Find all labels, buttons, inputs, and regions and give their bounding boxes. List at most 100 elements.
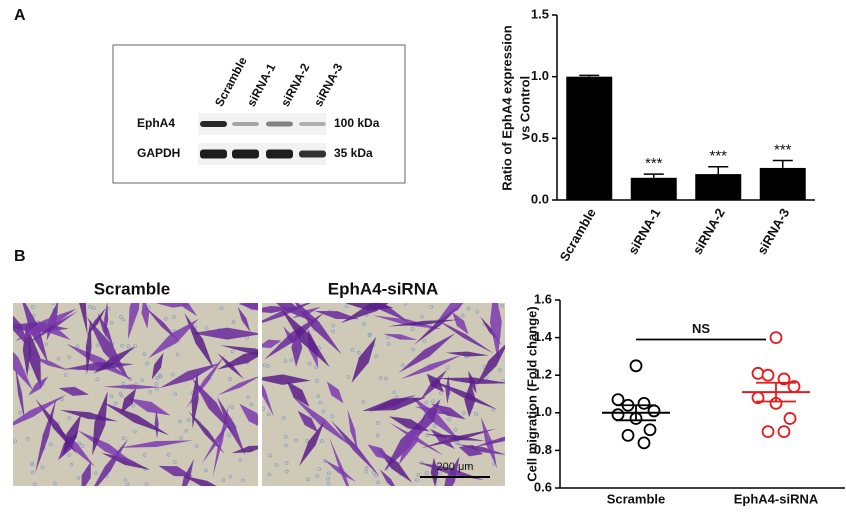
pore [422, 339, 427, 343]
cell [388, 416, 430, 432]
pore [375, 433, 380, 438]
cell [151, 352, 164, 380]
y-tick-label: 0.8 [534, 442, 552, 457]
pore [67, 416, 72, 420]
sem-bar [616, 404, 656, 422]
point [637, 396, 651, 410]
cell [264, 312, 325, 360]
pore [368, 332, 373, 337]
cell [86, 308, 106, 337]
cell [458, 444, 484, 457]
pore [438, 471, 443, 476]
band [299, 150, 326, 158]
pore [75, 344, 80, 349]
cell [118, 440, 193, 448]
pore [266, 412, 271, 417]
cell [262, 339, 282, 348]
blot-strip [198, 143, 326, 165]
cell [35, 398, 77, 454]
band [266, 149, 293, 159]
pore [120, 343, 125, 348]
point [769, 331, 783, 345]
band [200, 121, 227, 127]
cell [430, 403, 467, 420]
y-axis-label: Cell migration (Fold change) [524, 306, 539, 482]
pore [140, 378, 145, 383]
point [761, 425, 775, 439]
pore [453, 427, 458, 432]
pore [385, 335, 390, 340]
point [647, 404, 661, 418]
pore [92, 306, 96, 310]
cell [262, 374, 311, 385]
pore [374, 354, 379, 359]
cell [445, 375, 451, 405]
cell [292, 396, 353, 448]
cell [382, 333, 418, 341]
cell [156, 303, 191, 308]
image-title: Scramble [94, 279, 171, 298]
cell [238, 303, 258, 311]
cell [437, 303, 464, 322]
pore [392, 390, 397, 395]
cell [330, 420, 380, 477]
pore [241, 478, 245, 483]
pore [344, 304, 349, 309]
pore [416, 472, 421, 477]
cell [239, 403, 258, 426]
pore [179, 436, 183, 440]
pore [356, 350, 361, 355]
pore [118, 391, 123, 396]
pore [203, 468, 208, 473]
pore [67, 453, 72, 457]
pore [315, 474, 320, 478]
cell [262, 383, 274, 417]
point [643, 423, 657, 437]
pore [429, 305, 434, 309]
pore [228, 474, 233, 479]
y-tick-label: 0.6 [534, 479, 552, 494]
sem-bar [756, 381, 796, 403]
cell [464, 381, 476, 418]
y-tick-label: 0.0 [531, 191, 549, 206]
cell [417, 399, 441, 437]
pore [195, 444, 199, 449]
pore [13, 439, 17, 444]
pore [30, 470, 35, 475]
panel-label: B [14, 248, 26, 265]
pore [317, 467, 322, 472]
cells [13, 303, 258, 486]
pore [284, 443, 288, 448]
pore [18, 410, 23, 415]
cell [79, 303, 88, 335]
bar [759, 167, 806, 200]
pore [284, 469, 289, 474]
point [611, 393, 625, 407]
cell [184, 313, 215, 370]
pore [60, 397, 64, 402]
cell [489, 303, 502, 360]
point [751, 366, 765, 380]
pore [221, 478, 226, 483]
pore [326, 481, 331, 486]
cell [398, 333, 456, 373]
band [266, 121, 293, 127]
cell [262, 306, 298, 313]
cell [429, 428, 455, 450]
y-tick-label: 1.2 [534, 367, 552, 382]
pore [121, 381, 126, 386]
bar [695, 174, 742, 200]
cell [387, 319, 460, 327]
pore [460, 313, 465, 318]
cell [28, 376, 49, 396]
pore [361, 400, 366, 405]
cell [362, 397, 427, 412]
pore [346, 374, 351, 379]
cell [58, 386, 89, 396]
pore [63, 373, 68, 377]
cells [262, 303, 505, 486]
cell [66, 343, 133, 380]
y-tick-label: 1.6 [534, 291, 552, 306]
annotation: *** [774, 142, 792, 159]
pore [262, 363, 267, 368]
